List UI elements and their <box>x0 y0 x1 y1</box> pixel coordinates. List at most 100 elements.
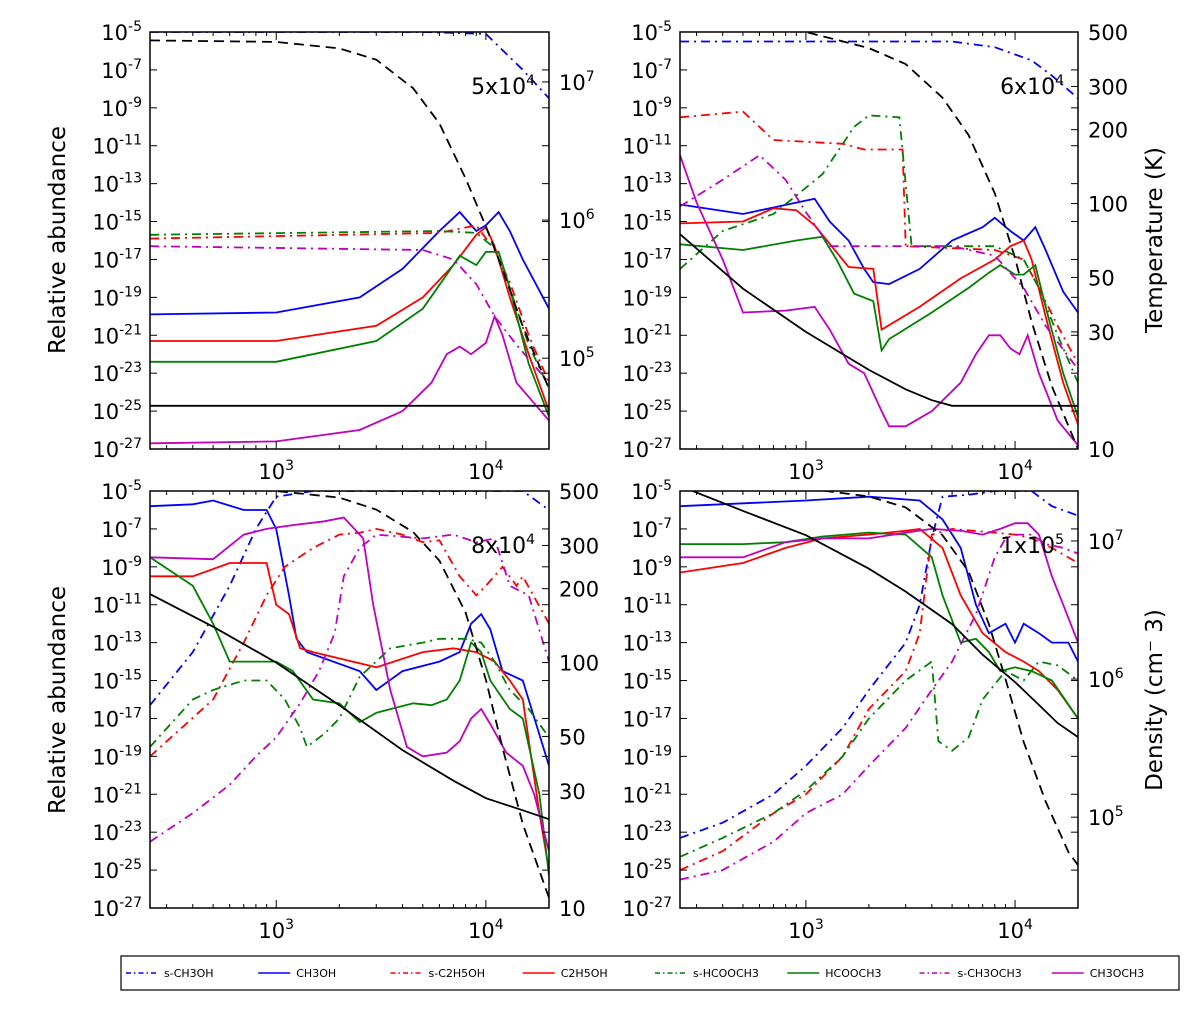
density-tick-label: 106 <box>559 207 595 233</box>
x-tick-label: 103 <box>258 458 294 484</box>
series-c2h5oh <box>680 527 1078 720</box>
plot-frame <box>149 31 550 450</box>
series-c2h5oh <box>680 207 1078 425</box>
y-tick-label: 10-15 <box>92 209 142 235</box>
series-temperature <box>150 593 549 821</box>
series-density <box>819 491 1078 866</box>
legend-label: CH3OH <box>296 967 336 980</box>
legend-label: s-HCOOCH3 <box>693 967 759 980</box>
legend-label: s-CH3OCH3 <box>958 967 1022 980</box>
y-label-bottom: Relative abundance <box>45 586 71 814</box>
series-s-hcooch3 <box>150 637 549 749</box>
panel-density-label: 5x104 <box>471 73 535 100</box>
series-ch3och3 <box>680 522 1078 643</box>
y-tick-label: 10-19 <box>92 284 142 310</box>
temperature-tick-label: 500 <box>559 480 599 504</box>
plot-frame <box>679 31 1079 450</box>
x-tick-label: 104 <box>997 917 1033 943</box>
y-tick-label: 10-11 <box>92 133 142 159</box>
y-tick-label: 10-5 <box>631 478 672 504</box>
series-hcooch3 <box>680 235 1078 418</box>
density-tick-label: 106 <box>1088 666 1124 692</box>
series-s-hcooch3 <box>150 230 549 389</box>
y-tick-label: 10-25 <box>622 857 672 883</box>
legend-label: s-C2H5OH <box>429 967 486 980</box>
temperature-tick-label: 500 <box>1088 21 1128 45</box>
panel-3: 10-5 10-7 10-9 10-11 10-13 10-15 10-17 10-19 10-… <box>92 478 599 943</box>
series-ch3och3 <box>680 154 1078 446</box>
y-tick-label: 10-19 <box>622 284 672 310</box>
y-tick-label: 10-25 <box>92 857 142 883</box>
y-tick-label: 10-27 <box>92 436 142 462</box>
temperature-tick-label: 300 <box>1088 75 1128 99</box>
series-density <box>778 32 1078 449</box>
y-tick-label: 10-21 <box>92 322 142 348</box>
temperature-tick-label: 30 <box>559 780 586 804</box>
y-tick-label: 10-9 <box>631 95 672 121</box>
legend-item: s-HCOOCH3 <box>655 967 759 980</box>
legend: s-CH3OH CH3OH s-C2H5OH C2H5OH s-HCOOCH3 HCOOC… <box>120 955 1180 991</box>
y-tick-label: 10-23 <box>622 819 672 845</box>
y-tick-label: 10-19 <box>92 743 142 769</box>
legend-label: C2H5OH <box>561 967 608 980</box>
series-ch3och3 <box>150 313 549 445</box>
density-tick-label: 107 <box>1088 528 1124 554</box>
y-tick-label: 10-13 <box>92 630 142 656</box>
y-label-top: Relative abundance <box>45 126 71 354</box>
y-tick-label: 10-23 <box>92 819 142 845</box>
panel-4: 10-5 10-7 10-9 10-11 10-13 10-15 10-17 10-19 10-… <box>622 478 1123 943</box>
temperature-tick-label: 10 <box>559 897 586 921</box>
y-tick-label: 10-15 <box>622 668 672 694</box>
y-tick-label: 10-11 <box>622 592 672 618</box>
series-s-ch3oh <box>150 32 549 99</box>
panel-1: 10-5 10-7 10-9 10-11 10-13 10-15 10-17 10-19 10-… <box>92 19 594 484</box>
series-s-ch3och3 <box>680 154 1078 370</box>
series-c2h5oh <box>150 562 549 871</box>
y-tick-label: 10-17 <box>92 705 142 731</box>
density-tick-label: 107 <box>559 69 595 95</box>
y-tick-label: 10-7 <box>631 516 672 542</box>
y-tick-label: 10-21 <box>92 781 142 807</box>
temperature-tick-label: 30 <box>1088 321 1115 345</box>
y-tick-label: 10-19 <box>622 743 672 769</box>
y-tick-label: 10-23 <box>92 360 142 386</box>
series-s-c2h5oh <box>150 527 549 758</box>
series-ch3oh <box>680 197 1078 314</box>
legend-label: HCOOCH3 <box>825 967 881 980</box>
temperature-tick-label: 100 <box>559 652 599 676</box>
series-s-hcooch3 <box>680 114 1078 384</box>
y-tick-label: 10-11 <box>92 592 142 618</box>
series-ch3oh <box>680 495 1078 663</box>
temperature-tick-label: 10 <box>1088 438 1115 462</box>
legend-item: HCOOCH3 <box>787 967 881 980</box>
series-s-hcooch3 <box>680 659 1078 858</box>
y-tick-label: 10-27 <box>622 895 672 921</box>
x-tick-label: 104 <box>997 458 1033 484</box>
x-tick-label: 104 <box>468 917 504 943</box>
legend-label: s-CH3OH <box>164 967 214 980</box>
plot-frame <box>149 490 550 909</box>
x-tick-label: 103 <box>788 917 824 943</box>
y-tick-label: 10-5 <box>631 19 672 45</box>
series-hcooch3 <box>150 556 549 876</box>
plot-frame <box>679 490 1079 909</box>
legend-item: C2H5OH <box>522 967 608 980</box>
series-ch3oh <box>150 499 549 767</box>
series-c2h5oh <box>150 225 549 412</box>
legend-label: CH3OCH3 <box>1090 967 1145 980</box>
y-tick-label: 10-11 <box>622 133 672 159</box>
legend-item: CH3OH <box>258 967 336 980</box>
temperature-tick-label: 50 <box>559 725 586 749</box>
y-tick-label: 10-13 <box>622 630 672 656</box>
y-tick-label: 10-17 <box>622 246 672 272</box>
y-tick-label: 10-15 <box>92 668 142 694</box>
panel-density-label: 6x104 <box>1000 73 1064 100</box>
y-tick-label: 10-13 <box>622 171 672 197</box>
density-tick-label: 105 <box>559 345 595 371</box>
series-s-ch3och3 <box>150 245 549 384</box>
y-tick-label: 10-17 <box>92 246 142 272</box>
panel-density-label: 8x104 <box>471 532 535 559</box>
y-tick-label: 10-9 <box>101 95 142 121</box>
series-temperature <box>680 233 1078 407</box>
y-tick-label: 10-21 <box>622 781 672 807</box>
